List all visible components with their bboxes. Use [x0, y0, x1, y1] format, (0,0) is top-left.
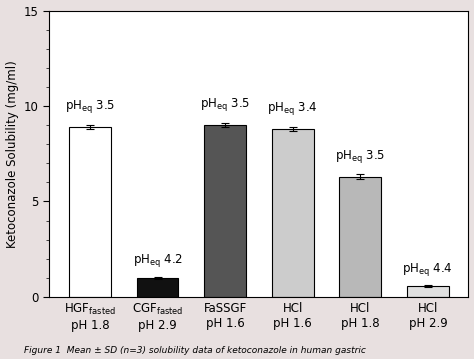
- Bar: [69, 127, 111, 297]
- Bar: [137, 278, 179, 297]
- Bar: [407, 286, 449, 297]
- Bar: [272, 129, 314, 297]
- Text: pH$_\mathregular{eq}$ 3.5: pH$_\mathregular{eq}$ 3.5: [65, 98, 115, 115]
- Text: pH$_\mathregular{eq}$ 3.4: pH$_\mathregular{eq}$ 3.4: [267, 101, 318, 117]
- Bar: [339, 177, 381, 297]
- Text: pH$_\mathregular{eq}$ 4.2: pH$_\mathregular{eq}$ 4.2: [133, 252, 182, 269]
- Bar: [204, 125, 246, 297]
- Y-axis label: Ketoconazole Solubility (mg/ml): Ketoconazole Solubility (mg/ml): [6, 60, 18, 248]
- Text: pH$_\mathregular{eq}$ 4.4: pH$_\mathregular{eq}$ 4.4: [402, 261, 453, 278]
- Text: pH$_\mathregular{eq}$ 3.5: pH$_\mathregular{eq}$ 3.5: [200, 96, 250, 113]
- Text: Figure 1  Mean ± SD (n=3) solubility data of ketoconazole in human gastric: Figure 1 Mean ± SD (n=3) solubility data…: [24, 346, 365, 355]
- Text: pH$_\mathregular{eq}$ 3.5: pH$_\mathregular{eq}$ 3.5: [335, 148, 385, 165]
